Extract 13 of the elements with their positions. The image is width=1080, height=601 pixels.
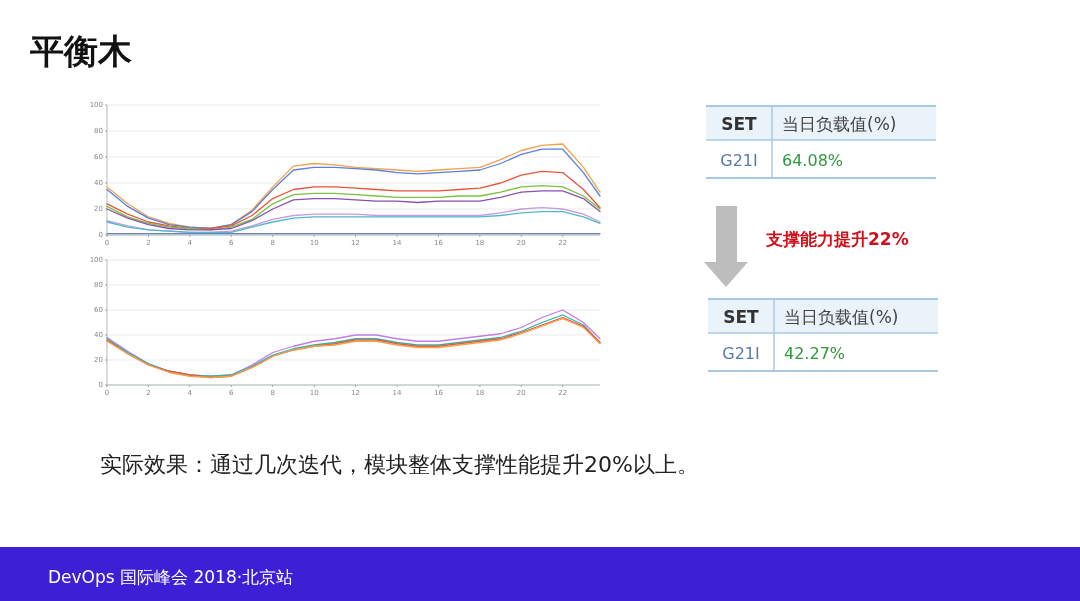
text: 当日负载值(%) (782, 114, 897, 134)
text: G21I (720, 151, 758, 170)
line-series (106, 170, 601, 230)
text: 64.08% (782, 151, 844, 170)
text: 支撑能力提升22% (765, 229, 909, 249)
text: SET (723, 307, 760, 327)
text: 实际效果：通过几次迭代，模块整体支撑性能提升20%以上。 (100, 452, 699, 477)
text: 42.27% (784, 344, 846, 363)
text: G21I (722, 344, 760, 363)
chart-title: 平衡木 (29, 31, 132, 71)
text: 当日负载值(%) (784, 307, 899, 327)
text: DevOps 国际峰会 2018·北京站 (48, 567, 294, 587)
text: SET (721, 114, 758, 134)
